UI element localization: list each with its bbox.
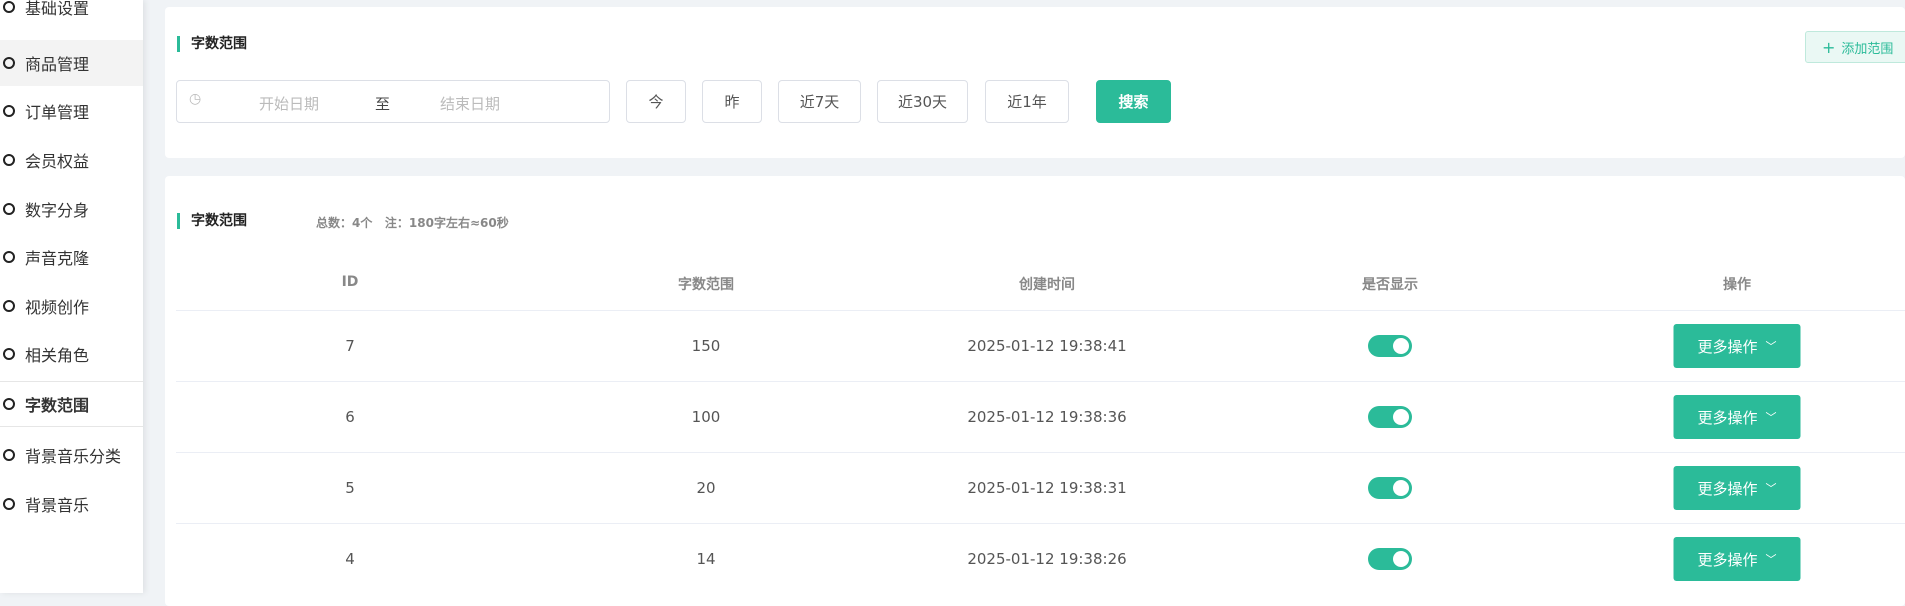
yesterday-button[interactable]: 昨 bbox=[702, 80, 762, 123]
last-1-year-button[interactable]: 近1年 bbox=[985, 80, 1069, 123]
circle-icon bbox=[3, 57, 15, 69]
sidebar-item-label: 声音克隆 bbox=[25, 249, 90, 268]
action-cell: 更多操作 ﹀ bbox=[1673, 311, 1801, 381]
created-cell: 2025-01-12 19:38:41 bbox=[967, 337, 1127, 355]
id-cell: 4 bbox=[345, 550, 355, 568]
note: 注：180字左右≈60秒 bbox=[384, 216, 509, 230]
column-header: 是否显示 bbox=[1362, 277, 1418, 293]
visible-cell bbox=[1368, 524, 1412, 594]
add-range-button[interactable]: + 添加范围 bbox=[1805, 31, 1905, 63]
column-header: 字数范围 bbox=[678, 277, 734, 293]
sidebar-item-label: 商品管理 bbox=[25, 55, 90, 74]
circle-icon bbox=[3, 154, 15, 166]
sidebar-item-label: 视频创作 bbox=[25, 298, 90, 317]
more-actions-label: 更多操作 bbox=[1697, 479, 1758, 498]
action-cell: 更多操作 ﹀ bbox=[1673, 524, 1801, 594]
sidebar-item-label: 基础设置 bbox=[25, 0, 90, 18]
circle-icon bbox=[3, 105, 15, 117]
more-actions-button[interactable]: 更多操作 ﹀ bbox=[1673, 466, 1801, 510]
range-cell: 150 bbox=[691, 337, 721, 355]
table-row: 7 150 2025-01-12 19:38:41 更多操作 ﹀ bbox=[176, 310, 1905, 381]
visible-toggle[interactable] bbox=[1368, 406, 1412, 428]
sidebar-item[interactable]: 字数范围 bbox=[0, 381, 143, 427]
list-title: 字数范围 bbox=[177, 213, 247, 229]
clock-icon: ◷ bbox=[189, 91, 202, 107]
visible-cell bbox=[1368, 311, 1412, 381]
visible-toggle[interactable] bbox=[1368, 548, 1412, 570]
range-cell: 100 bbox=[691, 408, 721, 426]
circle-icon bbox=[3, 203, 15, 215]
chevron-down-icon: ﹀ bbox=[1765, 340, 1777, 353]
sidebar-item-label: 字数范围 bbox=[25, 396, 90, 415]
start-date-input[interactable]: 开始日期 bbox=[259, 95, 320, 113]
sidebar-item[interactable]: 基础设置 bbox=[0, 0, 143, 30]
today-button[interactable]: 今 bbox=[626, 80, 686, 123]
plus-icon: + bbox=[1822, 37, 1836, 57]
more-actions-label: 更多操作 bbox=[1697, 550, 1758, 569]
sidebar-item[interactable]: 背景音乐分类 bbox=[0, 432, 143, 478]
sidebar-item-label: 背景音乐 bbox=[25, 496, 90, 515]
circle-icon bbox=[3, 398, 15, 410]
range-cell: 20 bbox=[696, 479, 716, 497]
created-cell: 2025-01-12 19:38:31 bbox=[967, 479, 1127, 497]
column-header: 创建时间 bbox=[1019, 277, 1075, 293]
column-header: 操作 bbox=[1723, 277, 1751, 293]
more-actions-label: 更多操作 bbox=[1697, 337, 1758, 356]
circle-icon bbox=[3, 348, 15, 360]
chevron-down-icon: ﹀ bbox=[1765, 553, 1777, 566]
last-30-days-button[interactable]: 近30天 bbox=[877, 80, 968, 123]
more-actions-button[interactable]: 更多操作 ﹀ bbox=[1673, 537, 1801, 581]
filter-card: 字数范围 + 添加范围 ◷ 开始日期 至 结束日期 今 昨 近7天 近30天 近1… bbox=[165, 7, 1905, 158]
column-header: ID bbox=[341, 274, 359, 290]
end-date-input[interactable]: 结束日期 bbox=[440, 95, 501, 113]
id-cell: 5 bbox=[345, 479, 355, 497]
circle-icon bbox=[3, 1, 15, 13]
date-separator: 至 bbox=[375, 95, 391, 113]
circle-icon bbox=[3, 251, 15, 263]
chevron-down-icon: ﹀ bbox=[1765, 411, 1777, 424]
sidebar-item[interactable]: 会员权益 bbox=[0, 137, 143, 183]
sidebar-item[interactable]: 数字分身 bbox=[0, 186, 143, 232]
id-cell: 7 bbox=[345, 337, 355, 355]
range-cell: 14 bbox=[696, 550, 716, 568]
sidebar-item[interactable]: 商品管理 bbox=[0, 40, 143, 86]
sidebar-item[interactable]: 相关角色 bbox=[0, 331, 143, 377]
sidebar-item[interactable]: 视频创作 bbox=[0, 283, 143, 329]
table-row: 4 14 2025-01-12 19:38:26 更多操作 ﹀ bbox=[176, 523, 1905, 594]
chevron-down-icon: ﹀ bbox=[1765, 482, 1777, 495]
list-meta: 总数：4个 注：180字左右≈60秒 bbox=[316, 214, 509, 231]
sidebar-item[interactable]: 背景音乐 bbox=[0, 481, 143, 527]
sidebar-item-label: 背景音乐分类 bbox=[25, 447, 122, 466]
sidebar-item[interactable]: 订单管理 bbox=[0, 88, 143, 134]
visible-toggle[interactable] bbox=[1368, 477, 1412, 499]
total-count: 总数：4个 bbox=[316, 216, 373, 230]
visible-toggle[interactable] bbox=[1368, 335, 1412, 357]
last-7-days-button[interactable]: 近7天 bbox=[778, 80, 861, 123]
sidebar-item-label: 数字分身 bbox=[25, 201, 90, 220]
date-range-picker[interactable]: ◷ 开始日期 至 结束日期 bbox=[176, 80, 610, 123]
list-card: 字数范围 总数：4个 注：180字左右≈60秒 ID 字数范围 创建时间 是否显示 操作… bbox=[165, 176, 1905, 606]
table-row: 6 100 2025-01-12 19:38:36 更多操作 ﹀ bbox=[176, 381, 1905, 452]
id-cell: 6 bbox=[345, 408, 355, 426]
sidebar: 基础设置商品管理订单管理会员权益数字分身声音克隆视频创作相关角色字数范围背景音乐… bbox=[0, 0, 143, 593]
sidebar-item-label: 订单管理 bbox=[25, 103, 90, 122]
sidebar-item-label: 相关角色 bbox=[25, 346, 90, 365]
more-actions-label: 更多操作 bbox=[1697, 408, 1758, 427]
sidebar-item-label: 会员权益 bbox=[25, 152, 90, 171]
action-cell: 更多操作 ﹀ bbox=[1673, 382, 1801, 452]
more-actions-button[interactable]: 更多操作 ﹀ bbox=[1673, 395, 1801, 439]
visible-cell bbox=[1368, 382, 1412, 452]
search-button[interactable]: 搜索 bbox=[1096, 80, 1171, 123]
filter-title: 字数范围 bbox=[177, 36, 247, 52]
action-cell: 更多操作 ﹀ bbox=[1673, 453, 1801, 523]
circle-icon bbox=[3, 449, 15, 461]
sidebar-item[interactable]: 声音克隆 bbox=[0, 234, 143, 280]
more-actions-button[interactable]: 更多操作 ﹀ bbox=[1673, 324, 1801, 368]
created-cell: 2025-01-12 19:38:36 bbox=[967, 408, 1127, 426]
created-cell: 2025-01-12 19:38:26 bbox=[967, 550, 1127, 568]
circle-icon bbox=[3, 300, 15, 312]
table-row: 5 20 2025-01-12 19:38:31 更多操作 ﹀ bbox=[176, 452, 1905, 523]
visible-cell bbox=[1368, 453, 1412, 523]
circle-icon bbox=[3, 498, 15, 510]
